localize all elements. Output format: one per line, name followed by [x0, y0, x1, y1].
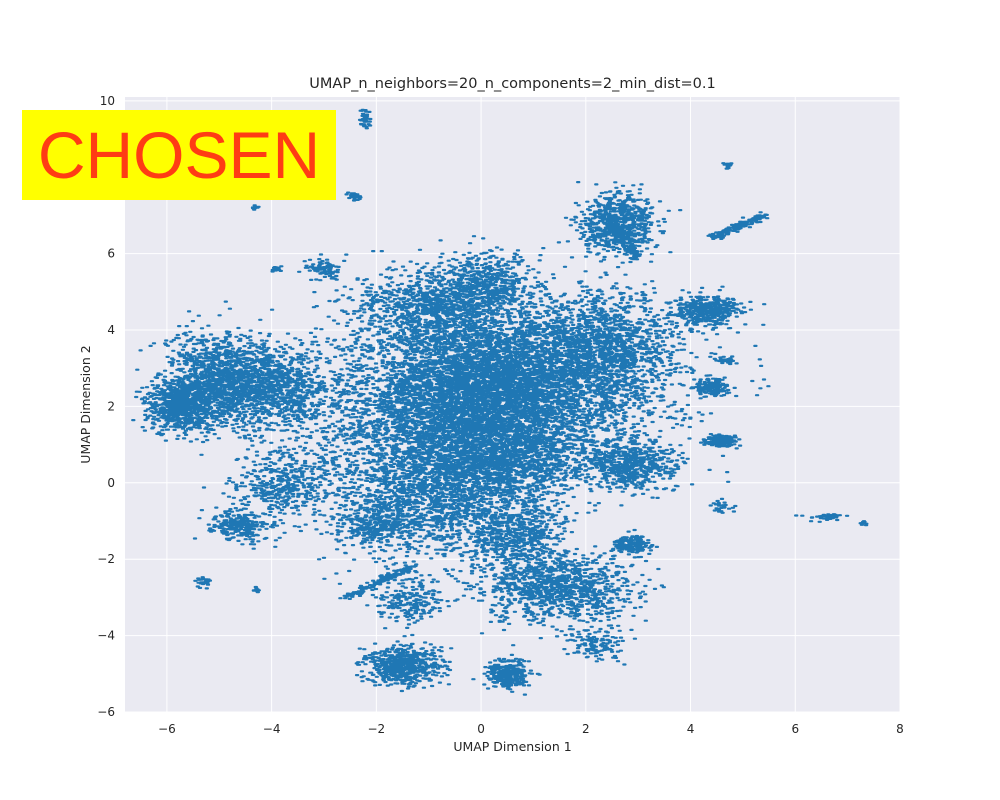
y-tick-label: −4	[97, 629, 115, 643]
x-axis-label: UMAP Dimension 1	[453, 739, 571, 754]
y-tick-label: 10	[100, 94, 115, 108]
y-tick-label: 6	[107, 247, 115, 261]
x-tick-label: 4	[687, 722, 695, 736]
x-tick-label: −6	[158, 722, 176, 736]
y-tick-labels: −6 −4 −2 0 2 4 6 10	[97, 94, 115, 719]
y-tick-label: 0	[107, 476, 115, 490]
x-tick-label: 0	[477, 722, 485, 736]
y-tick-label: 2	[107, 399, 115, 413]
y-tick-label: −2	[97, 552, 115, 566]
x-tick-labels: −6 −4 −2 0 2 4 6 8	[158, 722, 904, 736]
scatter-point-cloud	[131, 108, 869, 696]
chosen-stamp: CHOSEN	[22, 110, 336, 200]
y-axis-label: UMAP Dimension 2	[78, 345, 93, 463]
x-tick-label: −2	[367, 722, 385, 736]
x-tick-label: 8	[896, 722, 904, 736]
x-tick-label: −4	[263, 722, 281, 736]
x-tick-label: 2	[582, 722, 590, 736]
scatter-points	[131, 108, 869, 696]
y-tick-label: 4	[107, 323, 115, 337]
chart-title: UMAP_n_neighbors=20_n_components=2_min_d…	[309, 76, 715, 92]
y-tick-label: −6	[97, 705, 115, 719]
x-tick-label: 6	[791, 722, 799, 736]
